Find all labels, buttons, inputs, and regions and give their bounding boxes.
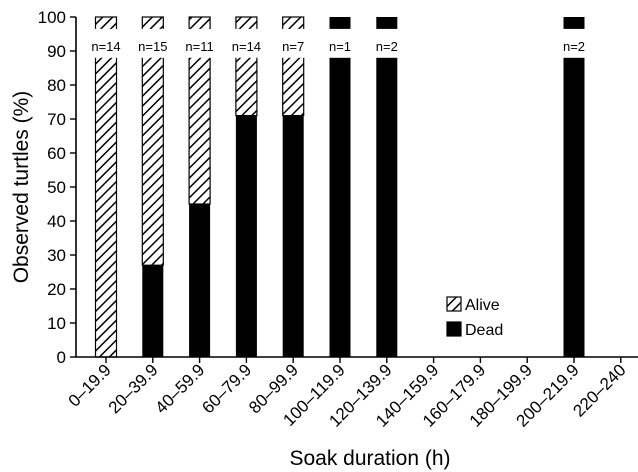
y-tick-label: 60 <box>47 144 66 163</box>
n-label: n=14 <box>232 39 261 54</box>
y-tick-label: 30 <box>47 246 66 265</box>
y-tick-label: 80 <box>47 76 66 95</box>
bar-alive <box>94 16 118 358</box>
n-label: n=14 <box>91 39 120 54</box>
n-label-band <box>234 28 258 58</box>
bar-dead <box>329 17 351 357</box>
x-tick-label: 60–79.9 <box>198 360 255 417</box>
n-label: n=7 <box>282 39 304 54</box>
bar-dead <box>376 17 398 357</box>
y-tick-label: 40 <box>47 212 66 231</box>
y-tick-label: 10 <box>47 314 66 333</box>
bar-dead <box>142 265 164 357</box>
n-label: n=2 <box>376 39 398 54</box>
n-label: n=1 <box>329 39 351 54</box>
bar-dead <box>189 204 211 357</box>
legend-swatch-alive <box>446 296 462 312</box>
legend: Alive Dead <box>446 296 503 339</box>
bar-dead <box>282 115 304 357</box>
n-label: n=2 <box>563 39 585 54</box>
y-axis-title: Observed turtles (%) <box>10 91 33 284</box>
n-label-band <box>281 28 305 58</box>
x-axis-title: Soak duration (h) <box>289 447 450 470</box>
y-tick-label: 100 <box>38 8 66 27</box>
x-tick-label: 20–39.9 <box>105 360 162 417</box>
bar-alive <box>188 16 211 205</box>
y-tick-label: 90 <box>47 42 66 61</box>
axes <box>70 16 638 363</box>
n-label-band <box>141 28 165 58</box>
n-label-band <box>562 28 586 58</box>
n-label: n=15 <box>138 39 167 54</box>
y-tick-label: 0 <box>57 348 66 367</box>
bar-dead <box>235 115 257 357</box>
legend-swatch-dead <box>446 321 462 337</box>
y-tick-label: 70 <box>47 110 66 129</box>
x-tick-label: 40–59.9 <box>152 360 209 417</box>
y-tick-label: 20 <box>47 280 66 299</box>
n-label-band <box>328 28 352 58</box>
legend-label-dead: Dead <box>465 322 503 339</box>
n-label-band <box>375 28 399 58</box>
y-tick-label: 50 <box>47 178 66 197</box>
n-label-band <box>94 28 118 58</box>
legend-label-alive: Alive <box>465 297 500 314</box>
n-label: n=11 <box>185 39 213 54</box>
bar-dead <box>563 17 585 357</box>
bar-alive <box>141 16 164 266</box>
n-label-band <box>188 28 212 58</box>
